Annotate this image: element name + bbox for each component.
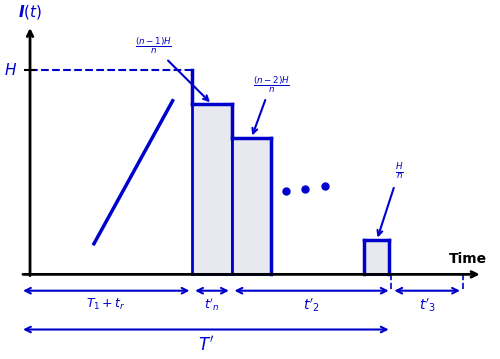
Text: $\frac{(n-2)H}{n}$: $\frac{(n-2)H}{n}$ <box>252 74 290 133</box>
Text: $t'_n$: $t'_n$ <box>204 297 220 313</box>
Bar <box>364 240 389 274</box>
Text: $\frac{(n-1)H}{n}$: $\frac{(n-1)H}{n}$ <box>134 35 208 101</box>
Text: $t'_3$: $t'_3$ <box>418 297 436 314</box>
Text: $t'_2$: $t'_2$ <box>303 297 320 314</box>
Text: $H$: $H$ <box>4 62 17 78</box>
Text: $\bfit{I}$$(t)$: $\bfit{I}$$(t)$ <box>18 3 42 21</box>
Text: $\frac{H}{n}$: $\frac{H}{n}$ <box>378 162 403 236</box>
Text: $T_1+t_r$: $T_1+t_r$ <box>86 297 126 312</box>
Bar <box>192 104 232 274</box>
Bar <box>232 138 271 274</box>
Text: $T'$: $T'$ <box>198 336 214 355</box>
Text: Time: Time <box>450 252 488 266</box>
